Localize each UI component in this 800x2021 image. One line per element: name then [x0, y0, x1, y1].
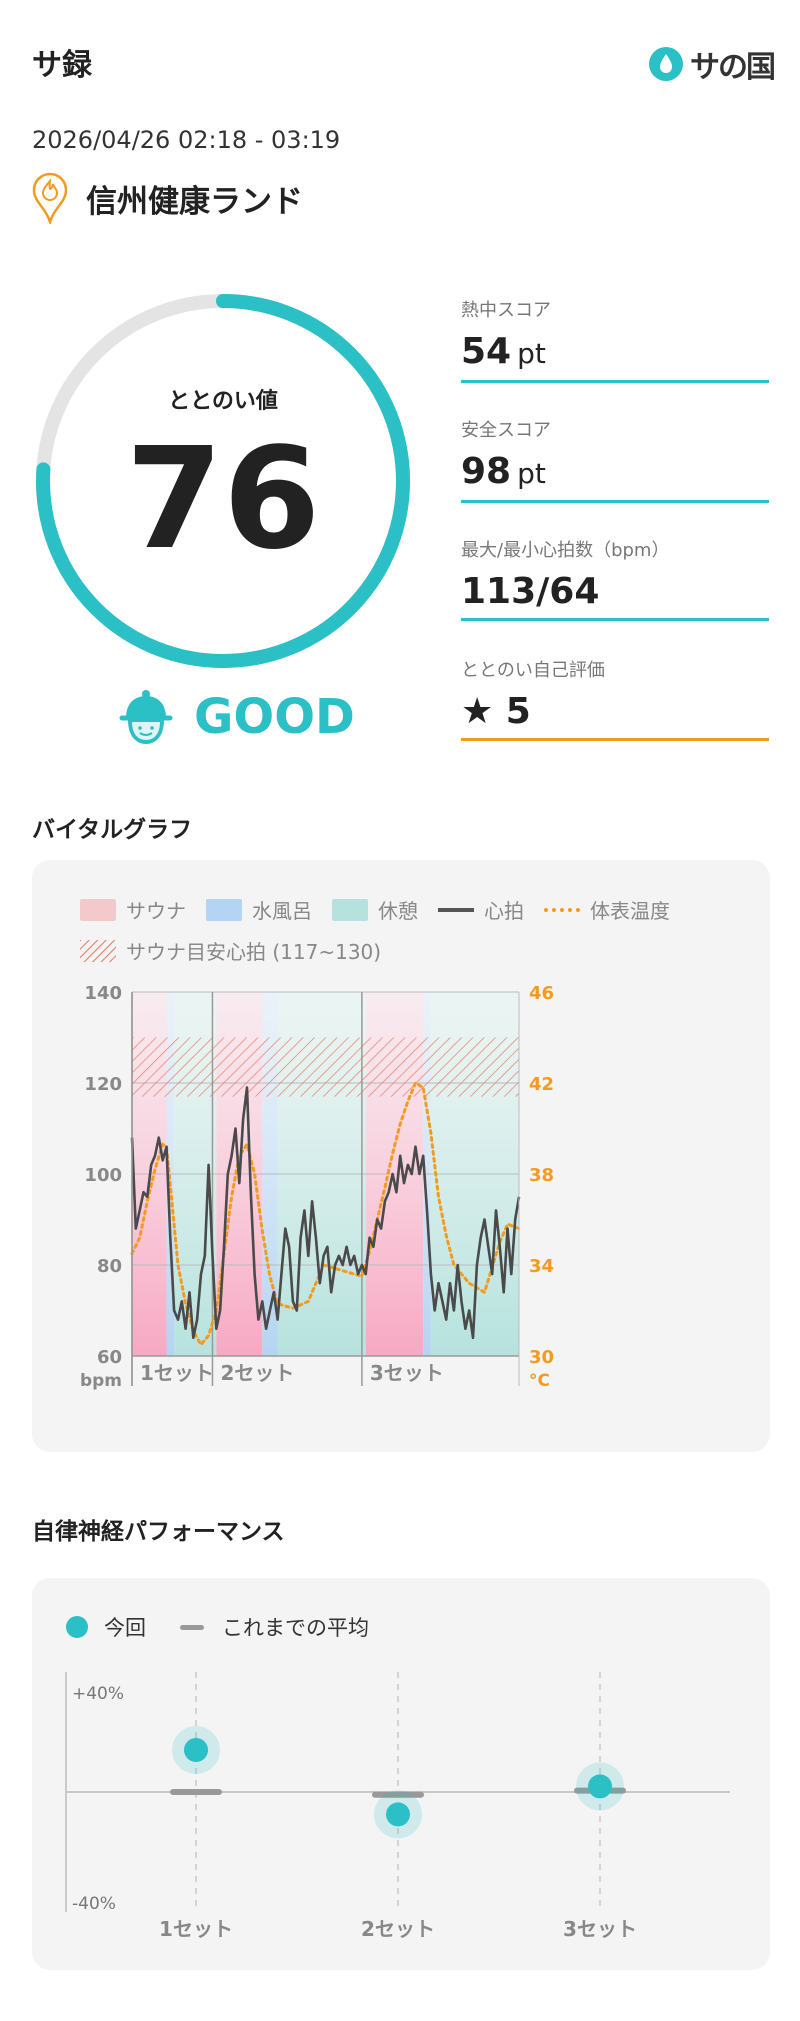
ans-average-marker [170, 1789, 222, 1795]
legend-label: 休憩 [378, 899, 418, 923]
facility-pin-icon [32, 172, 68, 224]
y-left-unit: bpm [80, 1371, 122, 1391]
x-set-label: 1セット [140, 1361, 214, 1385]
metric-underline [461, 380, 769, 383]
metric-value: 54 [461, 331, 512, 372]
sauna-hat-face-icon [119, 690, 173, 744]
legend-cold: 水風呂 [206, 895, 312, 924]
metric-value-row: 98 pt [461, 450, 769, 496]
legend-current-dot [66, 1616, 88, 1638]
ans-category-label: 1セット [159, 1917, 233, 1941]
gauge-value: 76 [125, 418, 321, 581]
metric-unit: pt [517, 337, 546, 370]
water-drop-icon [649, 47, 683, 81]
metric-value: 113/64 [461, 571, 600, 612]
target-hr-band [132, 1037, 519, 1097]
metric-value: ★ 5 [461, 691, 531, 732]
facility: 信州健康ランド [32, 172, 303, 224]
legend-swatch [332, 898, 368, 921]
vital-legend-2: サウナ目安心拍 (117~130) [80, 936, 401, 965]
y-right-tick: 34 [529, 1256, 554, 1277]
y-left-tick: 100 [84, 1165, 122, 1186]
metric-safety-score: 安全スコア 98 pt [461, 416, 769, 503]
ans-current-point [588, 1774, 612, 1799]
status: GOOD [118, 688, 355, 746]
legend-label: 水風呂 [252, 899, 312, 923]
brand-logo: サの国 [648, 42, 776, 86]
legend-average-bar [180, 1624, 204, 1630]
y-right-tick: 38 [529, 1165, 554, 1186]
status-text: GOOD [194, 689, 355, 745]
totonoi-gauge [36, 294, 410, 668]
metric-heat-score: 熱中スコア 54 pt [461, 296, 769, 383]
ans-category-label: 2セット [361, 1917, 435, 1941]
legend-rest: 休憩 [332, 895, 418, 924]
metric-value: 98 [461, 451, 512, 492]
x-set-label: 2セット [220, 1361, 294, 1385]
y-right-unit: °C [529, 1371, 550, 1391]
legend-line [438, 907, 474, 912]
heart-rate-line [130, 1086, 521, 1340]
y-left-tick: 140 [84, 983, 122, 1004]
legend-swatch [206, 898, 242, 921]
metric-label: 最大/最小心拍数（bpm） [461, 540, 670, 561]
legend-line [544, 907, 580, 912]
vital-section-title: バイタルグラフ [32, 817, 193, 843]
y-left-tick: 60 [97, 1347, 122, 1368]
session-datetime: 2026/04/26 02:18 - 03:19 [32, 126, 341, 154]
legend-current-label: 今回 [104, 1616, 146, 1640]
legend-heart-rate: 心拍 [438, 895, 524, 924]
ans-legend: 今回 これまでの平均 [66, 1612, 369, 1642]
app-title: サ録 [32, 48, 92, 83]
metric-underline [461, 738, 769, 741]
logo-text: サの国 [690, 50, 776, 85]
metric-unit: pt [517, 457, 546, 490]
metric-value-row: 54 pt [461, 330, 769, 376]
metric-heart-rate: 最大/最小心拍数（bpm） 113/64 [461, 536, 769, 621]
legend-label: 体表温度 [590, 899, 670, 923]
ans-average-marker [372, 1791, 424, 1798]
ans-ytick-top: +40% [72, 1684, 125, 1704]
metric-label: 熱中スコア [461, 300, 551, 321]
legend-label: サウナ目安心拍 (117~130) [126, 940, 382, 964]
legend-hatch-swatch [80, 939, 116, 962]
gauge-label: ととのい値 [168, 389, 278, 414]
ans-ytick-bottom: -40% [72, 1894, 116, 1914]
vital-legend: サウナ 水風呂 休憩 心拍 体表温度 [80, 895, 690, 924]
ans-chart: 1セット 2セット 3セット [65, 1672, 730, 1941]
x-set-label: 3セット [370, 1361, 444, 1385]
legend-swatch [80, 898, 116, 921]
legend-sauna: サウナ [80, 895, 186, 924]
y-left-tick: 80 [97, 1256, 122, 1277]
ans-section-title: 自律神経パフォーマンス [32, 1519, 285, 1545]
ans-category-label: 3セット [563, 1917, 637, 1941]
ans-card [32, 1578, 770, 1970]
y-right-tick: 42 [529, 1074, 554, 1095]
metric-self-rating: ととのい自己評価 ★ 5 [461, 656, 769, 741]
y-left-tick: 120 [84, 1074, 122, 1095]
legend-average-label: これまでの平均 [222, 1616, 369, 1640]
ans-current-point [184, 1738, 208, 1762]
metric-label: ととのい自己評価 [461, 660, 605, 681]
vital-chart: 60 80 100 120 140 bpm 30 34 38 42 46 °C 1セット 2セット 3セット [80, 983, 554, 1391]
legend-label: 心拍 [484, 899, 524, 923]
metric-label: 安全スコア [461, 420, 551, 441]
legend-target-hr: サウナ目安心拍 (117~130) [80, 936, 381, 965]
y-right-tick: 46 [529, 983, 554, 1004]
legend-label: サウナ [126, 899, 186, 923]
skin-temp-line [130, 1080, 521, 1348]
y-right-tick: 30 [529, 1347, 554, 1368]
ans-current-point [386, 1802, 410, 1827]
facility-name: 信州健康ランド [86, 183, 303, 220]
legend-skin-temp: 体表温度 [544, 895, 670, 924]
gauge-progress-arc [36, 294, 410, 668]
metric-underline [461, 618, 769, 621]
metric-underline [461, 500, 769, 503]
